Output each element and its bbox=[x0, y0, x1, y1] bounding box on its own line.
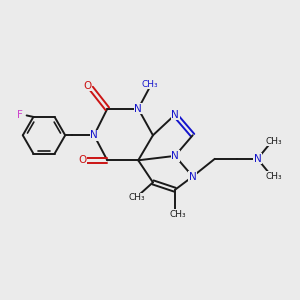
Text: N: N bbox=[90, 130, 98, 140]
Text: O: O bbox=[78, 155, 86, 165]
Text: N: N bbox=[134, 104, 142, 114]
Text: CH₃: CH₃ bbox=[170, 210, 186, 219]
Text: F: F bbox=[17, 110, 23, 120]
Text: N: N bbox=[171, 110, 179, 120]
Text: CH₃: CH₃ bbox=[266, 137, 282, 146]
Text: CH₃: CH₃ bbox=[266, 172, 282, 181]
Text: N: N bbox=[254, 154, 261, 164]
Text: O: O bbox=[83, 81, 92, 91]
Text: N: N bbox=[171, 151, 179, 161]
Text: CH₃: CH₃ bbox=[128, 194, 145, 202]
Text: CH₃: CH₃ bbox=[142, 80, 158, 89]
Text: N: N bbox=[189, 172, 196, 182]
